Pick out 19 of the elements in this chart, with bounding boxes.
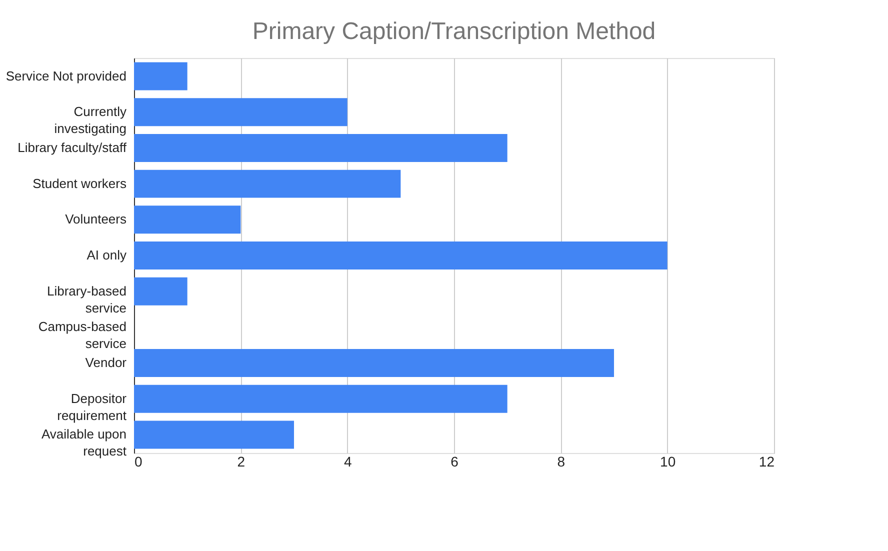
y-tick-label: Currently investigating [54,104,127,136]
y-tick-label: Available upon request [41,426,127,459]
y-tick-label: Vendor [85,355,128,370]
x-tick-label: 0 [134,454,142,470]
x-tick-label: 10 [660,454,676,470]
y-tick-label: Campus-based service [38,319,126,352]
x-tick-label: 8 [557,454,566,470]
y-tick-label: Library-based service [47,283,126,316]
x-tick-label: 4 [344,454,352,470]
y-tick-label: Library faculty/staff [18,140,127,155]
y-tick-label: Depositor requirement [57,390,128,423]
y-tick-label: Student workers [32,176,127,191]
y-tick-label: Service Not provided [6,68,126,84]
chart-title: Primary Caption/Transcription Method [252,18,656,45]
y-tick-label: AI only [86,248,127,262]
x-tick-label: 12 [758,454,775,470]
x-tick-label: 2 [237,454,246,470]
x-tick-label: 6 [450,454,459,470]
y-tick-label: Volunteers [65,212,127,227]
